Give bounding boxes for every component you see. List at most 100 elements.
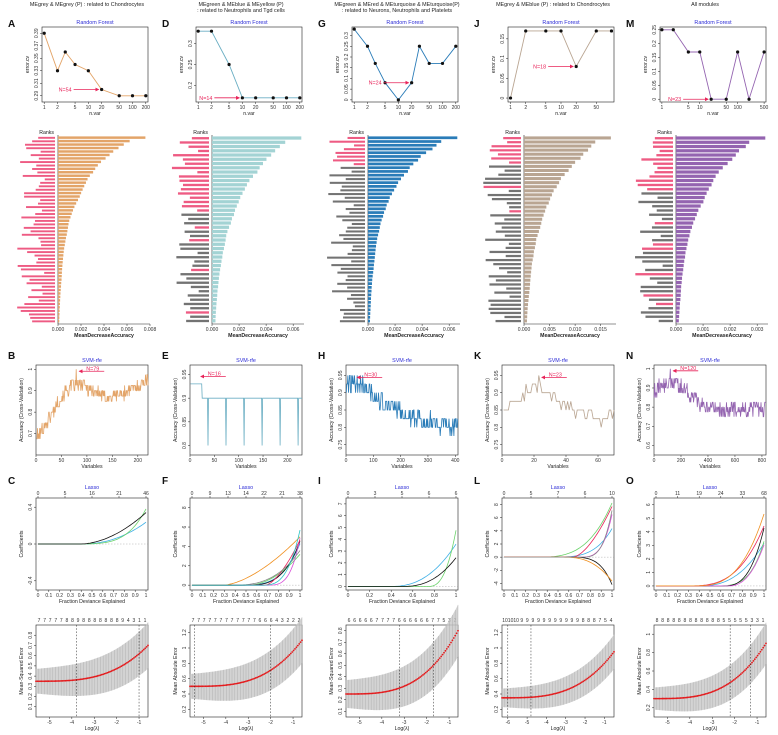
- cv-mean-point: [138, 652, 141, 655]
- rank-bar: [524, 172, 565, 177]
- column-header: MEgrey & MEgrey (P) : related to Chondro…: [30, 2, 144, 8]
- y-tick-label: 0.7: [28, 642, 34, 649]
- rank-bar: [368, 203, 387, 207]
- y-tick-label: 6: [646, 503, 652, 506]
- cv-mean-point: [501, 696, 503, 699]
- rank-bar: [58, 292, 61, 295]
- cv-mean-point: [512, 696, 515, 699]
- cv-mean-point: [371, 692, 374, 695]
- rf-point: [698, 50, 702, 54]
- cv-mean-point: [707, 692, 710, 694]
- rank-bar: [58, 274, 62, 278]
- cv-mean-point: [760, 648, 763, 651]
- top-df-label: 6: [398, 618, 401, 624]
- y-tick-label: 0.6: [646, 442, 652, 449]
- top-df-label: 7: [192, 618, 195, 624]
- rank-feature-label: [347, 136, 365, 139]
- rank-feature-label: [35, 188, 55, 191]
- top-df-label: 7: [431, 618, 434, 624]
- x-tick-label: 50: [723, 105, 729, 111]
- rank-feature-label: [38, 299, 55, 302]
- rank-bar: [676, 140, 750, 144]
- rank-feature-label: [183, 302, 209, 306]
- rank-bar: [368, 297, 371, 300]
- top-df-label: 9: [121, 618, 124, 624]
- x-tick-label: 0.1: [663, 593, 670, 599]
- rank-feature-label: [34, 219, 55, 222]
- cv-mean-point: [70, 679, 72, 682]
- cv-mean-point: [544, 694, 547, 697]
- panel-letter: B: [8, 351, 15, 362]
- cv-mean-point: [226, 684, 229, 686]
- cv-mean-point: [142, 648, 145, 651]
- rank-feature-label: [339, 320, 365, 323]
- cv-mean-point: [688, 696, 690, 699]
- rank-bar: [212, 208, 236, 212]
- rf-point: [594, 29, 598, 33]
- rank-bar: [524, 197, 551, 201]
- x-tick-label: 0.000: [206, 327, 219, 333]
- rank-bar: [212, 157, 267, 161]
- column-header: All modules: [691, 2, 719, 8]
- rank-feature-label: [494, 291, 521, 294]
- rank-feature-label: [507, 141, 521, 144]
- x-tick-label: 0.4: [78, 593, 85, 599]
- cv-mean-point: [703, 693, 706, 696]
- y-tick-label: 5: [646, 517, 652, 520]
- cv-mean-point: [515, 696, 517, 699]
- y-axis-label: Accuracy (Cross-Validation): [485, 378, 491, 442]
- rank-feature-label: [640, 311, 673, 314]
- rank-bar: [368, 237, 378, 241]
- cv-mean-point: [295, 646, 298, 649]
- rank-feature-label: [654, 222, 673, 225]
- rank-feature-label: [344, 196, 365, 199]
- y-tick-label: 1.2: [494, 629, 500, 636]
- column-header: MEgreen & MEred & MEturquoise & MEturquo…: [334, 2, 459, 8]
- rank-feature-label: [340, 308, 365, 312]
- cv-mean-point: [503, 696, 506, 699]
- rank-bar: [212, 259, 222, 263]
- rank-bar: [676, 187, 709, 191]
- svm-series-line: [653, 368, 766, 418]
- rank-feature-label: [194, 226, 209, 229]
- top-tick-label: 22: [261, 491, 267, 497]
- rank-feature-label: [506, 287, 521, 290]
- cv-mean-point: [653, 697, 655, 700]
- rank-feature-label: [645, 268, 673, 272]
- panel-letter: H: [318, 351, 325, 362]
- top-df-label: 8: [93, 618, 96, 624]
- cv-mean-point: [212, 685, 215, 687]
- cv-mean-point: [561, 690, 564, 693]
- rank-bar: [676, 302, 680, 306]
- x-tick-label: 0.2: [366, 593, 373, 599]
- x-tick-label: 0.3: [685, 593, 692, 599]
- y-axis-label: Mean Absolute Error: [485, 647, 491, 695]
- cv-mean-point: [242, 681, 245, 683]
- x-tick-label: 2: [524, 105, 527, 111]
- cv-mean-point: [82, 678, 85, 680]
- cv-mean-point: [671, 697, 674, 700]
- optimum-annotation: N=79: [86, 366, 99, 372]
- figure-column-2: MEgreen & MEblue & MEyellow (P): related…: [162, 2, 304, 732]
- cv-mean-point: [134, 655, 137, 658]
- x-tick-label: 2: [366, 105, 369, 111]
- cv-mean-point: [44, 680, 47, 683]
- chart-title: Random Forest: [76, 20, 114, 26]
- y-tick-label: 0: [344, 98, 350, 101]
- x-tick-label: 0: [35, 458, 38, 464]
- cv-mean-point: [660, 697, 662, 700]
- cv-mean-point: [266, 671, 268, 674]
- cv-mean-point: [580, 681, 583, 684]
- top-df-label: 9: [559, 618, 562, 624]
- rank-feature-label: [188, 217, 209, 221]
- rank-bar: [676, 157, 733, 161]
- rank-bar: [212, 306, 217, 310]
- rank-bar: [524, 148, 589, 152]
- cv-mean-point: [437, 658, 440, 661]
- x-tick-label: -2: [583, 720, 588, 726]
- x-axis-label: Log(λ): [395, 726, 410, 732]
- rank-feature-label: [493, 263, 521, 266]
- rank-feature-label: [36, 261, 55, 264]
